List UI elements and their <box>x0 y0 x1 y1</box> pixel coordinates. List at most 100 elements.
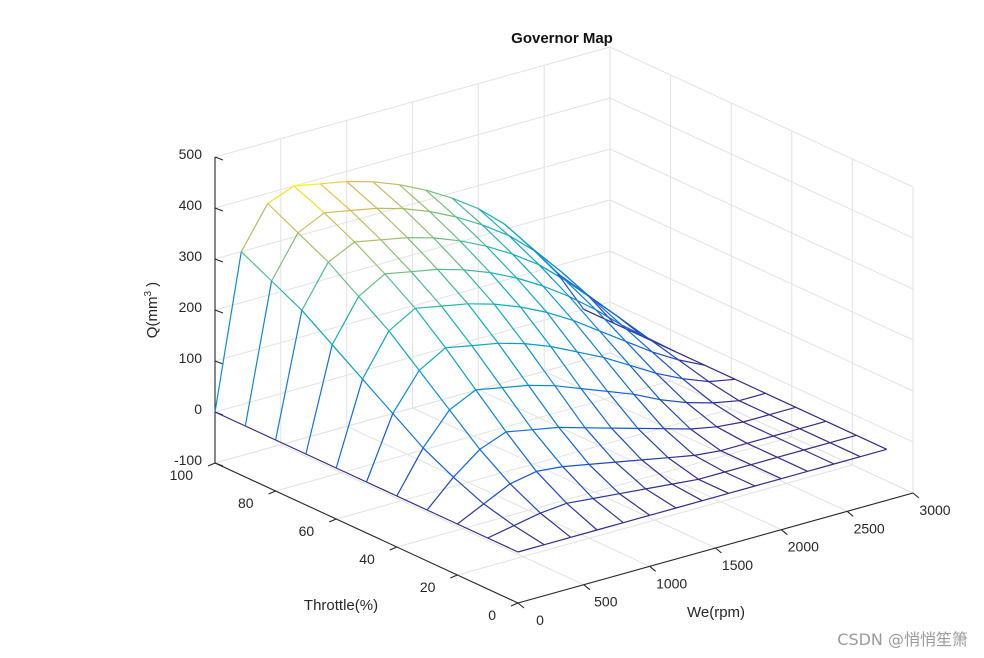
mesh-edge <box>860 448 887 458</box>
mesh-edge <box>803 442 831 451</box>
mesh-edge <box>350 207 378 212</box>
mesh-edge <box>674 350 706 366</box>
mesh-edge <box>426 476 454 511</box>
mesh-edge <box>690 426 717 430</box>
mesh-edge <box>366 481 398 497</box>
mesh-edge <box>271 232 299 282</box>
mesh-edge <box>406 237 439 270</box>
y-tick-label: 0 <box>488 607 496 623</box>
mesh-edge <box>708 378 736 383</box>
mesh-edge <box>512 253 544 287</box>
chart-title: Governor Map <box>511 30 613 47</box>
mesh-edge <box>403 208 430 213</box>
mesh-edge <box>641 459 673 485</box>
x-tick-label: 0 <box>536 612 544 628</box>
z-tick-mark <box>214 309 224 314</box>
mesh-edge <box>645 488 677 509</box>
mesh-edge <box>566 497 594 504</box>
mesh-edge <box>422 447 454 478</box>
x-tick-label: 1000 <box>656 575 687 591</box>
mesh-edge <box>392 370 420 414</box>
mesh-edge <box>607 390 634 395</box>
mesh-edge <box>396 495 428 511</box>
mesh-edge <box>319 183 351 211</box>
x-tick-mark <box>517 602 525 609</box>
mesh-edge <box>576 351 608 392</box>
mesh-edge <box>425 189 453 199</box>
mesh-edge <box>512 253 540 266</box>
mesh-edge <box>704 364 736 380</box>
mesh-edge <box>415 305 442 309</box>
mesh-edge <box>372 181 404 210</box>
mesh-edge <box>324 209 351 214</box>
mesh-edge <box>426 509 458 525</box>
grid-line <box>609 97 914 239</box>
mesh-edge <box>769 406 796 416</box>
mesh-edge <box>453 476 485 505</box>
z-tick-mark <box>214 462 224 467</box>
x-tick-label: 1500 <box>722 557 753 573</box>
mesh-edge <box>422 409 450 449</box>
mesh-edge <box>535 470 568 504</box>
mesh-edge <box>667 457 699 480</box>
mesh-edge <box>829 442 861 458</box>
mesh-edge <box>754 478 782 487</box>
mesh-edge <box>346 181 378 209</box>
mesh-edge <box>411 268 438 273</box>
grid-line <box>214 46 611 158</box>
mesh-edge <box>544 536 571 546</box>
mesh-edge <box>388 330 420 371</box>
z-axis-label-sup: 3 <box>143 291 154 297</box>
grid-line <box>543 370 848 512</box>
mesh-edge <box>765 392 797 408</box>
mesh-edge <box>581 388 608 392</box>
mesh-edge <box>588 463 620 495</box>
mesh-edge <box>487 537 519 553</box>
mesh-edge <box>275 439 307 455</box>
mesh-edge <box>455 216 483 226</box>
mesh-edge <box>825 420 857 436</box>
mesh-edge <box>305 344 333 455</box>
mesh-edge <box>532 426 559 431</box>
grid-line <box>609 301 914 443</box>
axis-layer <box>207 156 920 609</box>
mesh-edge <box>572 320 604 358</box>
grid-layer <box>214 46 914 604</box>
mesh-edge <box>584 427 616 463</box>
mesh-edge <box>459 240 491 274</box>
mesh-edge <box>354 239 381 243</box>
mesh-edge <box>750 456 778 466</box>
mesh-edge <box>305 453 337 469</box>
y-tick-mark <box>328 518 337 523</box>
mesh-edge <box>331 344 363 380</box>
mesh-edge <box>297 232 329 263</box>
mesh-edge <box>392 413 424 449</box>
x-tick-mark <box>846 510 854 517</box>
mesh-edge <box>490 272 517 279</box>
grid-line <box>214 148 611 260</box>
y-tick-mark <box>450 574 458 579</box>
mesh-edge <box>595 309 623 326</box>
mesh-edge <box>524 343 551 348</box>
grid-line <box>336 408 732 520</box>
mesh-edge <box>702 492 729 502</box>
grid-line <box>609 352 914 494</box>
mesh-edge <box>494 303 521 308</box>
z-tick-label: 200 <box>179 299 203 315</box>
mesh-edge <box>457 523 488 539</box>
mesh-edge <box>615 461 647 490</box>
mesh-edge <box>418 347 446 371</box>
mesh-edge <box>613 322 645 338</box>
mesh-edge <box>429 210 457 218</box>
z-tick-label: 500 <box>179 146 203 162</box>
x-tick-label: 2000 <box>788 539 819 555</box>
mesh-edge <box>414 307 446 349</box>
surface-mesh <box>214 180 887 553</box>
mesh-edge <box>686 402 718 428</box>
mesh-edge <box>607 391 639 429</box>
mesh-edge <box>619 488 646 495</box>
z-tick-label: 400 <box>179 197 203 213</box>
mesh-edge <box>506 429 533 433</box>
y-tick-label: 100 <box>170 467 194 483</box>
